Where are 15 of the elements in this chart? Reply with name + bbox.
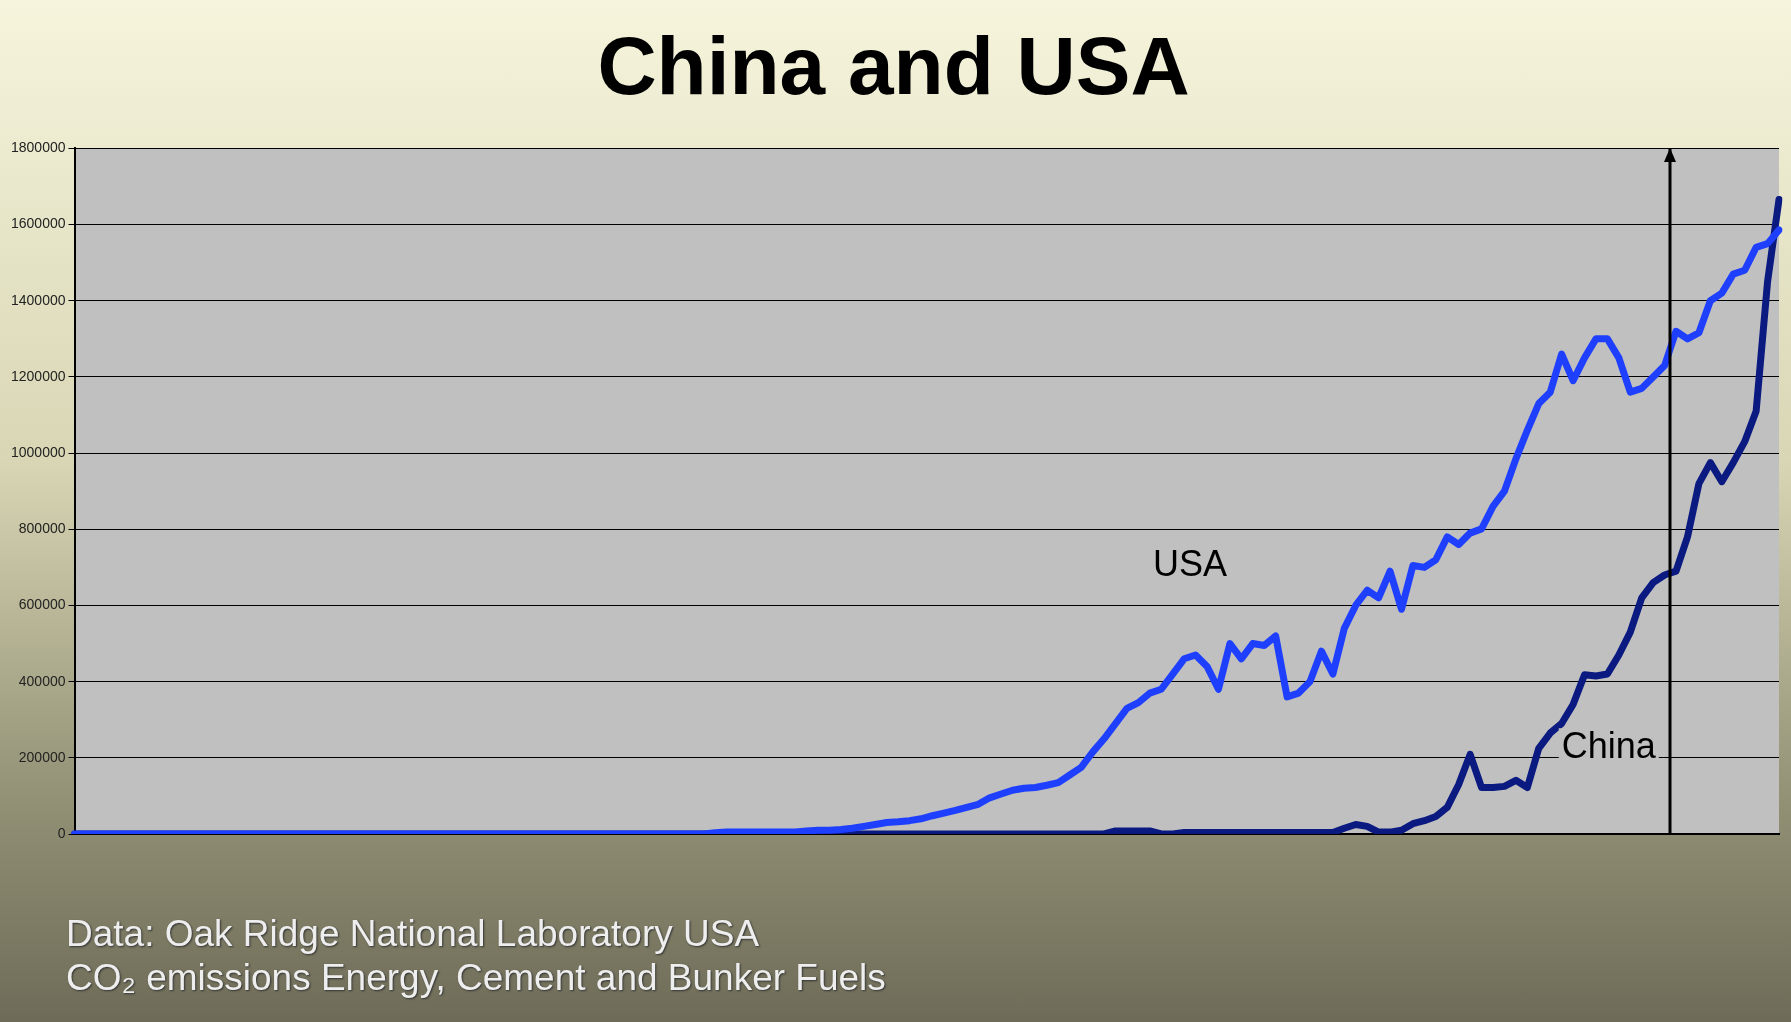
y-tick-label: 1600000 bbox=[10, 215, 66, 232]
series-label: USA bbox=[1152, 543, 1227, 585]
y-tick-label: 1400000 bbox=[10, 291, 66, 308]
y-tick-label: 400000 bbox=[18, 672, 66, 689]
y-tick-label: 1200000 bbox=[10, 367, 66, 384]
series-label: China bbox=[1561, 725, 1657, 767]
y-tick-label: 1000000 bbox=[10, 443, 66, 460]
y-tick-label: 600000 bbox=[18, 596, 66, 613]
text: Data: Oak Ridge National Laboratory USA bbox=[66, 912, 761, 956]
y-tick-label: 0 bbox=[57, 824, 66, 841]
y-tick-label: 800000 bbox=[18, 520, 66, 537]
y-tick-label: 1800000 bbox=[10, 139, 66, 156]
text: CO₂ emissions Energy, Cement and Bunker Fuels bbox=[66, 956, 886, 1000]
y-tick-label: 200000 bbox=[18, 748, 66, 765]
chart-title: China and USA bbox=[597, 19, 1190, 111]
